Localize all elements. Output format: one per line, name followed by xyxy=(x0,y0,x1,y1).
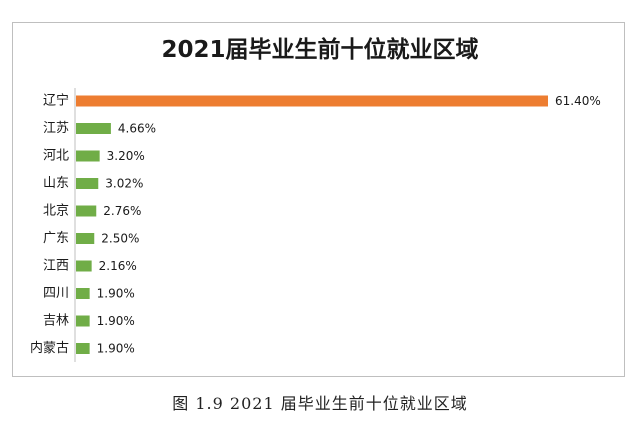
category-label: 山东 xyxy=(43,176,69,191)
data-label: 4.66% xyxy=(118,122,156,136)
category-label: 内蒙古 xyxy=(30,340,69,356)
data-label: 2.50% xyxy=(101,232,139,246)
category-label: 江西 xyxy=(43,259,69,274)
bar xyxy=(76,233,95,244)
data-label: 61.40% xyxy=(555,94,601,108)
data-label: 1.90% xyxy=(97,287,135,301)
category-label: 辽宁 xyxy=(43,93,69,109)
category-label: 江苏 xyxy=(43,120,69,136)
bars-group: 辽宁 61.40% 江苏 4.66% 河北 3.20% 山东 3.02% 北京 2.76% 广东 2.… xyxy=(30,93,601,357)
bar xyxy=(76,343,90,354)
bar xyxy=(76,288,90,299)
data-label: 2.16% xyxy=(99,259,137,273)
data-label: 3.02% xyxy=(105,177,143,191)
bar xyxy=(76,205,97,217)
figure-caption: 图 1.9 2021 届毕业生前十位就业区域 xyxy=(172,394,468,413)
category-label: 吉林 xyxy=(43,314,69,329)
category-label: 广东 xyxy=(43,231,69,246)
bar xyxy=(76,178,99,189)
bar xyxy=(76,95,548,107)
category-label: 河北 xyxy=(43,149,69,164)
data-label: 1.90% xyxy=(97,314,135,328)
data-label: 1.90% xyxy=(97,342,135,356)
bar xyxy=(76,150,100,162)
data-label: 2.76% xyxy=(103,204,141,218)
bar xyxy=(76,315,90,327)
bar xyxy=(76,123,111,134)
bar xyxy=(76,260,92,272)
chart-frame xyxy=(12,22,625,377)
category-label: 北京 xyxy=(43,204,69,219)
chart-title: 2021届毕业生前十位就业区域 xyxy=(161,37,479,63)
category-label: 四川 xyxy=(43,286,69,301)
data-label: 3.20% xyxy=(107,149,145,163)
